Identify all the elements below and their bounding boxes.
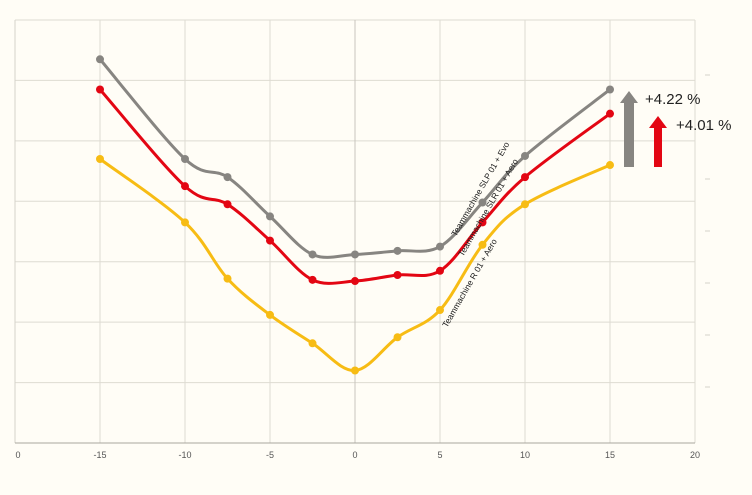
data-point (181, 182, 189, 191)
data-point (478, 240, 487, 249)
data-point (223, 173, 232, 182)
data-point (308, 339, 317, 348)
data-point (96, 55, 104, 64)
data-point (478, 218, 487, 227)
data-point (351, 277, 359, 286)
data-point (223, 274, 232, 283)
up-arrow-icon (620, 91, 638, 167)
data-point (436, 306, 444, 315)
data-point (181, 218, 189, 227)
data-point (393, 246, 402, 255)
gain-label: +4.22 % (645, 91, 700, 108)
data-point (606, 109, 614, 118)
x-tick-label: -5 (266, 450, 274, 460)
x-tick-label: 0 (15, 450, 20, 460)
data-point (521, 200, 529, 209)
gain-annotations: +4.22 % +4.01 % (620, 91, 731, 167)
data-point (393, 333, 402, 342)
x-tick-label: -10 (178, 450, 191, 460)
data-point (521, 173, 529, 182)
up-arrow-icon (649, 116, 667, 167)
x-tick-label: 5 (437, 450, 442, 460)
x-tick-label: -15 (93, 450, 106, 460)
series-label: Teammachine R 01 + Aero (440, 237, 499, 329)
x-tick-label: 20 (690, 450, 700, 460)
data-point (223, 200, 232, 209)
data-point (96, 85, 104, 94)
data-point (266, 310, 274, 319)
data-point (606, 161, 614, 170)
x-tick-label: 15 (605, 450, 615, 460)
data-point (521, 151, 529, 160)
data-point (351, 250, 359, 259)
data-point (308, 275, 317, 284)
axes: -15 -10 -5 0 5 10 15 20 0 (14, 20, 710, 460)
data-point (308, 250, 317, 259)
x-tick-label: 0 (352, 450, 357, 460)
gain-label: +4.01 % (676, 117, 731, 134)
data-point (606, 85, 614, 94)
data-point (393, 271, 402, 280)
data-point (181, 154, 189, 163)
data-point (436, 242, 444, 251)
data-point (266, 236, 274, 245)
data-point (96, 154, 104, 163)
data-point (351, 366, 359, 375)
data-point (478, 198, 487, 207)
grid-lines (15, 19, 696, 443)
data-point (436, 266, 444, 275)
series-points (96, 55, 614, 375)
x-tick-label: 10 (520, 450, 530, 460)
data-point (266, 212, 274, 221)
